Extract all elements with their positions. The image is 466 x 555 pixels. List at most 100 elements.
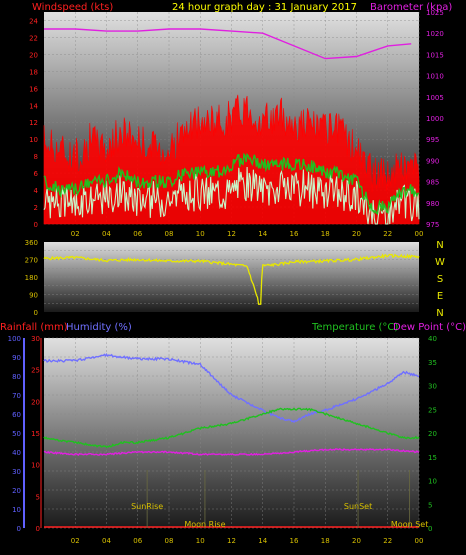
wind-y-tick: 22	[29, 34, 38, 42]
dir-y-tick: 0	[34, 309, 38, 317]
humidity-series-line	[43, 352, 420, 424]
wind-y-tick: 12	[29, 119, 38, 127]
rainfall-y-tick: 20	[31, 398, 40, 406]
humidity-y-tick: 80	[12, 373, 21, 381]
climate-x-tick: 10	[196, 537, 205, 545]
baro-y-tick: 995	[426, 136, 439, 144]
temp-y-tick: 30	[428, 383, 437, 391]
temperature-series-line	[43, 407, 420, 449]
rainfall-axis-title: Rainfall (mm)	[0, 322, 68, 333]
climate-x-tick: 18	[321, 537, 330, 545]
rainfall-y-tick: 30	[31, 335, 40, 343]
wind-x-tick: 02	[71, 230, 80, 238]
rainfall-y-tick: 10	[31, 462, 40, 470]
wind-y-tick: 14	[29, 102, 38, 110]
wind-x-tick: 00	[415, 230, 424, 238]
wind-y-tick: 2	[34, 204, 38, 212]
climate-x-tick: 16	[290, 537, 299, 545]
climate-x-tick: 20	[352, 537, 361, 545]
rainfall-y-tick: 15	[31, 430, 40, 438]
dir-y-tick: 180	[25, 274, 38, 282]
wind-x-tick: 12	[227, 230, 236, 238]
temp-y-tick: 40	[428, 335, 437, 343]
wind-y-tick: 10	[29, 136, 38, 144]
wind-x-tick: 18	[321, 230, 330, 238]
dir-y-tick: 270	[25, 257, 38, 265]
climate-x-tick: 00	[415, 537, 424, 545]
event-label: SunSet	[344, 502, 372, 511]
wind-x-tick: 08	[165, 230, 174, 238]
barometer-series-line	[44, 28, 412, 60]
barometer-axis-title: Barometer (kpa)	[370, 2, 452, 13]
temp-y-tick: 0	[428, 525, 432, 533]
humidity-y-tick: 90	[12, 354, 21, 362]
baro-y-tick: 1010	[426, 73, 444, 81]
temp-y-tick: 10	[428, 478, 437, 486]
average-wind-series-line	[43, 152, 420, 215]
humidity-y-tick: 100	[8, 335, 21, 343]
dewpoint-axis-title: Dew Point (°C)	[393, 322, 466, 333]
compass-label: W	[435, 257, 445, 268]
wind-x-tick: 04	[102, 230, 111, 238]
humidity-y-tick: 0	[17, 525, 21, 533]
wind-x-tick: 22	[383, 230, 392, 238]
wind-x-tick: 10	[196, 230, 205, 238]
event-label: Moon Rise	[184, 520, 225, 529]
compass-label: N	[436, 240, 443, 251]
baro-y-tick: 1000	[426, 115, 444, 123]
temp-y-tick: 35	[428, 359, 437, 367]
baro-y-tick: 1025	[426, 9, 444, 17]
event-label: Moon Set	[391, 520, 428, 529]
rainfall-y-tick: 0	[36, 525, 40, 533]
baro-y-tick: 1005	[426, 94, 444, 102]
windspeed-axis-title: Windspeed (kts)	[32, 2, 113, 13]
humidity-y-tick: 20	[12, 487, 21, 495]
wind-direction-series-line	[43, 253, 420, 305]
temp-y-tick: 20	[428, 430, 437, 438]
dir-y-tick: 360	[25, 239, 38, 247]
humidity-y-tick: 10	[12, 506, 21, 514]
humidity-y-tick: 40	[12, 449, 21, 457]
baro-y-tick: 975	[426, 221, 439, 229]
climate-x-tick: 12	[227, 537, 236, 545]
baro-y-tick: 1015	[426, 51, 444, 59]
wind-x-tick: 16	[290, 230, 299, 238]
event-label: SunRise	[131, 502, 163, 511]
compass-label: S	[437, 274, 443, 285]
humidity-axis-title: Humidity (%)	[66, 322, 132, 333]
rainfall-y-tick: 5	[36, 493, 40, 501]
baro-y-tick: 1020	[426, 30, 444, 38]
dewpoint-series-line	[43, 447, 420, 457]
baro-y-tick: 980	[426, 200, 439, 208]
humidity-y-tick: 30	[12, 468, 21, 476]
temperature-axis-title: Temperature (°C)	[311, 322, 398, 333]
climate-x-tick: 08	[165, 537, 174, 545]
compass-label: E	[437, 291, 443, 302]
wind-x-tick: 14	[258, 230, 267, 238]
climate-x-tick: 02	[71, 537, 80, 545]
climate-x-tick: 14	[258, 537, 267, 545]
wind-y-tick: 4	[34, 187, 39, 195]
baro-y-tick: 990	[426, 157, 439, 165]
climate-x-tick: 04	[102, 537, 111, 545]
humidity-y-tick: 60	[12, 411, 21, 419]
compass-label: N	[436, 308, 443, 319]
climate-x-tick: 22	[383, 537, 392, 545]
baro-y-tick: 985	[426, 179, 439, 187]
chart-marks: 0246810121416182022249759809859909951000…	[8, 9, 445, 545]
temp-y-tick: 25	[428, 406, 437, 414]
wind-y-tick: 0	[34, 221, 38, 229]
wind-y-tick: 6	[34, 170, 39, 178]
wind-y-tick: 24	[29, 17, 38, 25]
humidity-y-tick: 70	[12, 392, 21, 400]
humidity-y-tick: 50	[12, 430, 21, 438]
wind-x-tick: 06	[133, 230, 142, 238]
wind-x-tick: 20	[352, 230, 361, 238]
rainfall-y-tick: 25	[31, 367, 40, 375]
climate-x-tick: 06	[133, 537, 142, 545]
wind-y-tick: 18	[29, 68, 38, 76]
temp-y-tick: 5	[428, 501, 432, 509]
dir-y-tick: 90	[29, 292, 38, 300]
